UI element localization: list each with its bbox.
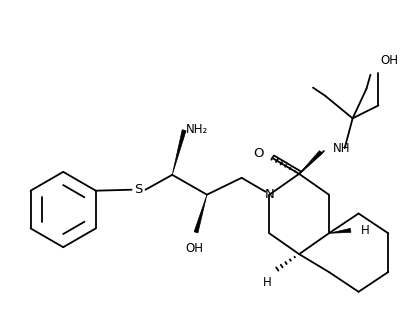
Text: N: N [265, 188, 274, 201]
Polygon shape [172, 130, 186, 175]
Polygon shape [299, 151, 322, 174]
Text: OH: OH [185, 242, 203, 255]
Text: O: O [253, 147, 263, 160]
Text: NH₂: NH₂ [186, 123, 208, 136]
Text: H: H [360, 224, 369, 237]
Polygon shape [194, 195, 207, 233]
Text: NH: NH [333, 142, 350, 154]
Text: S: S [135, 183, 143, 196]
Polygon shape [329, 228, 351, 233]
Text: H: H [263, 276, 272, 289]
Text: OH: OH [381, 54, 398, 67]
